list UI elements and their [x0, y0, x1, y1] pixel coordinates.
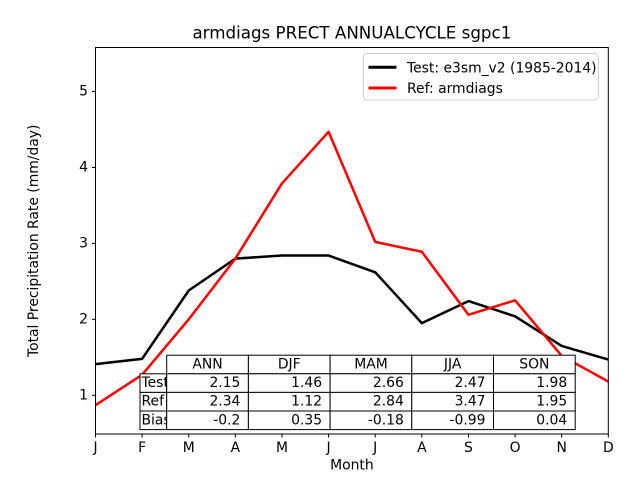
series-line-test: [95, 254, 609, 366]
table-header-label: SON: [519, 357, 549, 373]
series-line-ref: [94, 130, 609, 407]
table-header-label: DJF: [278, 357, 301, 373]
y-tick-label: 3: [79, 235, 88, 251]
table-header-label: MAM: [354, 357, 387, 373]
x-tick-label: D: [603, 440, 614, 456]
legend: Test: e3sm_v2 (1985-2014) Ref: armdiags: [362, 53, 599, 101]
y-tick-label: 1: [79, 387, 88, 403]
x-tick-label: M: [183, 440, 195, 456]
table-cell-value: 1.95: [536, 394, 567, 410]
table-cell-value: 2.84: [373, 394, 404, 410]
table-cell-value: 0.04: [536, 412, 567, 428]
table-cell-value: 1.98: [536, 375, 567, 391]
axes-frame: [95, 47, 609, 435]
table-cell-value: 0.35: [291, 412, 322, 428]
legend-box: [362, 53, 599, 101]
table-cell-value: -0.99: [450, 412, 486, 428]
stats-table: ANN DJF MAM JJA SON Test 2.15 1.46 2.66 2.47 1.98 R…: [139, 354, 576, 431]
x-tick-label: O: [510, 440, 521, 456]
x-tick-label: A: [231, 440, 241, 456]
plot-series: [94, 130, 609, 407]
table-cell-value: -0.2: [213, 412, 240, 428]
table-header-label: JJA: [443, 357, 462, 373]
y-tick-label: 4: [79, 159, 88, 175]
table-cell-value: 2.34: [209, 394, 240, 410]
x-tick-label: J: [326, 440, 331, 456]
legend-label-ref: Ref: armdiags: [407, 81, 503, 97]
table-row-label: Test: [141, 375, 170, 391]
table-cell-value: 2.15: [209, 375, 240, 391]
x-tick-label: S: [464, 440, 473, 456]
x-axis-label: Month: [330, 458, 374, 474]
table-row-label: Bias: [142, 412, 171, 428]
y-tick-label: 5: [79, 84, 88, 100]
table-cell-value: 1.12: [291, 394, 322, 410]
x-tick-label: J: [372, 440, 377, 456]
chart-title: armdiags PRECT ANNUALCYCLE sgpc1: [192, 23, 511, 43]
x-tick-label: F: [138, 440, 146, 456]
x-tick-label: M: [276, 440, 288, 456]
legend-label-test: Test: e3sm_v2 (1985-2014): [406, 60, 597, 76]
table-row-label: Ref: [142, 394, 166, 410]
x-tick-label: J: [92, 440, 97, 456]
y-axis-label: Total Precipitation Rate (mm/day): [26, 125, 42, 358]
x-tick-label: A: [417, 440, 427, 456]
y-axis: 1 2 3 4 5: [79, 84, 96, 403]
table-cell-value: -0.18: [368, 412, 404, 428]
x-tick-label: N: [556, 440, 566, 456]
table-cell-value: 1.46: [291, 375, 322, 391]
table-cell-value: 2.66: [373, 375, 404, 391]
table-cell-value: 2.47: [455, 375, 486, 391]
table-cell: [493, 410, 576, 431]
table-cell-value: 3.47: [455, 394, 486, 410]
y-tick-label: 2: [79, 311, 88, 327]
table-header-label: ANN: [192, 357, 222, 373]
